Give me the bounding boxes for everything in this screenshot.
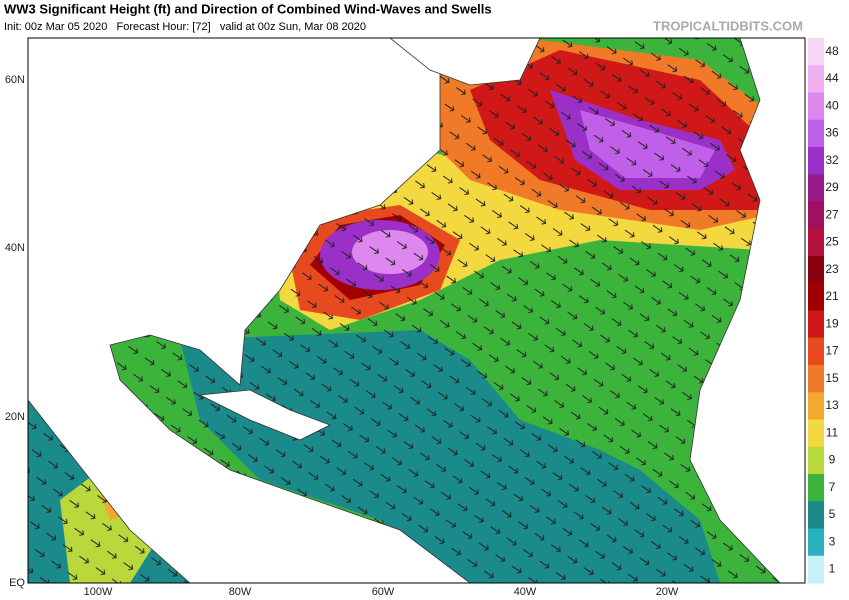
colorbar-swatch [808, 310, 824, 339]
colorbar-swatch [808, 419, 824, 448]
latitude-label: EQ [9, 577, 25, 589]
colorbar-label: 32 [825, 153, 839, 167]
colorbar-label: 27 [825, 207, 839, 221]
colorbar-label: 5 [829, 507, 836, 521]
map [28, 38, 805, 583]
colorbar-swatch [808, 228, 824, 257]
colorbar-label: 3 [829, 534, 836, 548]
map-frame [27, 37, 806, 584]
longitude-labels: 100W 80W 60W 40W 20W [84, 586, 679, 598]
land-americas [28, 38, 471, 583]
colorbar-swatch [808, 365, 824, 393]
subtitle: Init: 00z Mar 05 2020 Forecast Hour: [72… [4, 21, 366, 33]
latitude-labels: 60N 40N 20N EQ [5, 74, 26, 589]
colorbar-swatch [808, 92, 824, 121]
colorbar-label: 15 [825, 371, 839, 385]
longitude-label: 60W [372, 586, 395, 598]
latitude-label: 40N [5, 242, 25, 254]
colorbar-swatch [808, 555, 824, 584]
colorbar-label: 48 [825, 44, 839, 58]
colorbar-label: 13 [825, 398, 839, 412]
colorbar-label: 25 [825, 235, 839, 249]
land-caribbean [198, 389, 331, 441]
colorbar-swatch [808, 474, 824, 502]
latitude-label: 20N [5, 411, 25, 423]
title: WW3 Significant Height (ft) and Directio… [4, 1, 492, 16]
longitude-label: 20W [656, 586, 679, 598]
brand: TROPICALTIDBITS.COM [653, 18, 803, 33]
longitude-label: 100W [84, 586, 113, 598]
land-greenland [389, 38, 541, 86]
colorbar-label: 36 [825, 126, 839, 140]
colorbar-label: 7 [829, 480, 836, 494]
colorbar-swatch [808, 501, 824, 529]
colorbar-label: 23 [825, 262, 839, 276]
latitude-label: 60N [5, 74, 25, 86]
colorbar-swatch [808, 283, 824, 311]
colorbar-label: 21 [825, 289, 839, 303]
land-europe-africa [689, 38, 805, 583]
colorbar: 48 44 40 36 32 29 27 25 23 21 19 17 15 13 11 9 7 5 3 1 [808, 38, 839, 584]
colorbar-swatch [808, 119, 824, 148]
colorbar-label: 17 [825, 344, 839, 358]
colorbar-label: 1 [829, 562, 836, 576]
colorbar-label: 44 [825, 71, 839, 85]
colorbar-swatch [808, 65, 824, 93]
colorbar-swatch [808, 256, 824, 284]
colorbar-label: 40 [825, 98, 839, 112]
colorbar-swatch [808, 201, 824, 230]
colorbar-swatch [808, 174, 824, 202]
colorbar-label: 19 [825, 316, 839, 330]
colorbar-swatch [808, 147, 824, 175]
colorbar-swatch [808, 38, 824, 66]
colorbar-swatch [808, 337, 824, 366]
longitude-label: 40W [514, 586, 537, 598]
colorbar-label: 11 [826, 425, 839, 439]
colorbar-label: 29 [825, 180, 839, 194]
colorbar-swatch [808, 446, 824, 475]
colorbar-label: 9 [829, 453, 836, 467]
colorbar-swatch [808, 392, 824, 420]
colorbar-swatch [808, 528, 824, 557]
longitude-label: 80W [229, 586, 252, 598]
